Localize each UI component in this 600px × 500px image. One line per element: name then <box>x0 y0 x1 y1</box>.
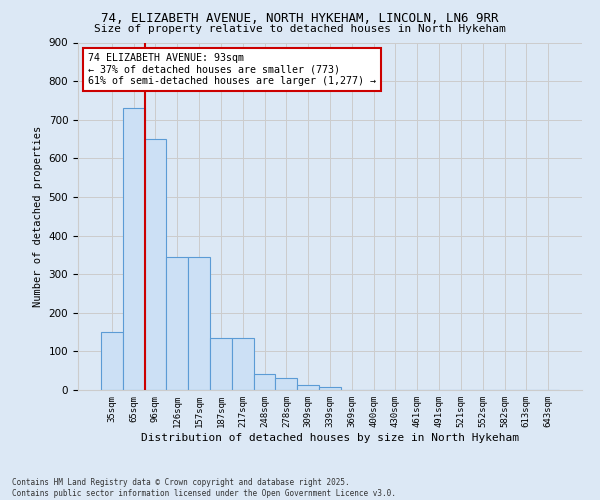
Bar <box>210 338 232 390</box>
Bar <box>188 257 210 390</box>
Bar <box>254 374 275 390</box>
Bar <box>319 387 341 390</box>
Text: 74, ELIZABETH AVENUE, NORTH HYKEHAM, LINCOLN, LN6 9RR: 74, ELIZABETH AVENUE, NORTH HYKEHAM, LIN… <box>101 12 499 26</box>
Bar <box>232 338 254 390</box>
Bar <box>145 139 166 390</box>
Text: 74 ELIZABETH AVENUE: 93sqm
← 37% of detached houses are smaller (773)
61% of sem: 74 ELIZABETH AVENUE: 93sqm ← 37% of deta… <box>88 53 376 86</box>
Bar <box>275 378 297 390</box>
Bar <box>297 386 319 390</box>
Y-axis label: Number of detached properties: Number of detached properties <box>33 126 43 307</box>
Bar <box>166 257 188 390</box>
X-axis label: Distribution of detached houses by size in North Hykeham: Distribution of detached houses by size … <box>141 432 519 442</box>
Bar <box>123 108 145 390</box>
Text: Contains HM Land Registry data © Crown copyright and database right 2025.
Contai: Contains HM Land Registry data © Crown c… <box>12 478 396 498</box>
Bar <box>101 332 123 390</box>
Text: Size of property relative to detached houses in North Hykeham: Size of property relative to detached ho… <box>94 24 506 34</box>
